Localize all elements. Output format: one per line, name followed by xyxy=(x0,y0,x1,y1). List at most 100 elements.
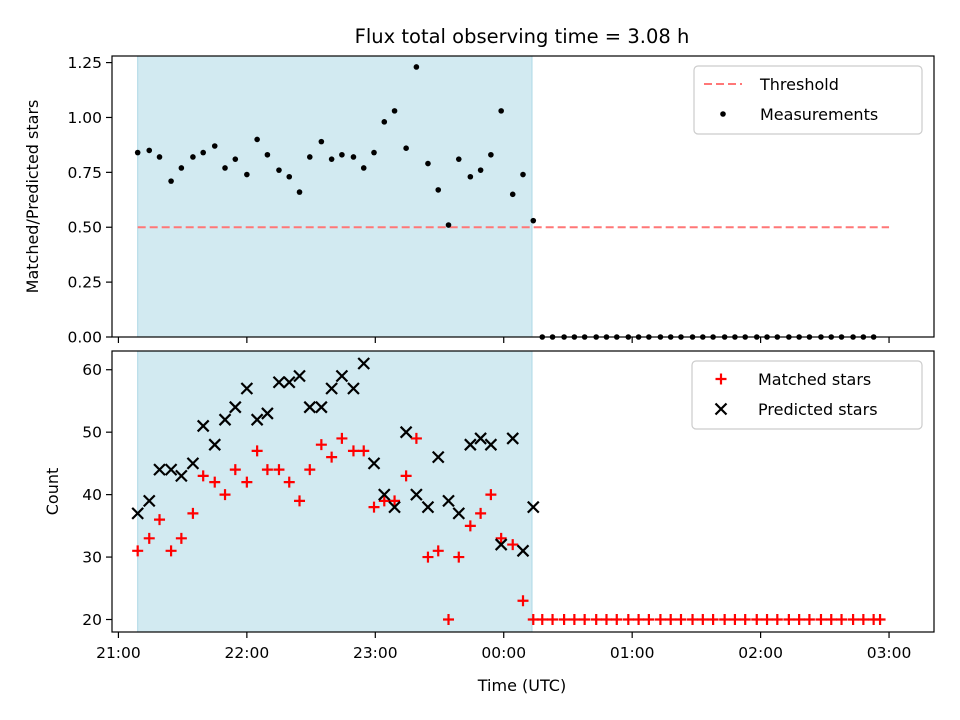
predicted-star-point xyxy=(186,457,200,470)
predicted-star-point xyxy=(516,544,530,558)
x-tick-label: 02:00 xyxy=(738,644,783,662)
predicted-star-point xyxy=(175,469,188,483)
x-tick-label: 21:00 xyxy=(96,644,141,662)
measurement-point xyxy=(222,165,228,171)
matched-star-point xyxy=(422,551,434,563)
matched-star-point xyxy=(432,545,444,557)
matched-star-point xyxy=(283,476,295,488)
matched-star-point xyxy=(654,614,666,626)
matched-star-point xyxy=(197,470,209,482)
measurement-point xyxy=(178,165,185,171)
predicted-star-point xyxy=(357,357,371,370)
measurement-point xyxy=(134,149,141,156)
matched-star-point xyxy=(707,614,719,626)
matched-star-point xyxy=(825,614,837,626)
legend-predicted-swatch xyxy=(714,402,728,416)
matched-star-point xyxy=(687,614,699,626)
matched-star-point xyxy=(600,614,612,626)
matched-star-point xyxy=(568,614,580,626)
measurement-point xyxy=(509,191,516,198)
matched-star-point xyxy=(857,614,869,626)
predicted-star-point xyxy=(293,369,306,383)
measurement-point xyxy=(200,149,206,156)
matched-star-point xyxy=(358,445,370,457)
predicted-star-point xyxy=(378,488,391,501)
measurement-point xyxy=(318,138,325,145)
measurement-point xyxy=(296,189,303,195)
predicted-star-point xyxy=(410,488,423,501)
legend-label-predicted: Predicted stars xyxy=(758,400,878,419)
measurement-point xyxy=(146,147,153,154)
predicted-star-point xyxy=(229,400,242,414)
matched-star-point xyxy=(643,614,655,626)
matched-star-point xyxy=(633,614,645,626)
legend-matched-swatch xyxy=(715,373,727,385)
predicted-star-point xyxy=(261,407,274,420)
matched-star-point xyxy=(579,614,591,626)
matched-star-point xyxy=(389,495,401,507)
y-axis-label: Count xyxy=(43,468,62,516)
y-tick-label: 50 xyxy=(82,424,102,442)
ratio-legend: Threshold Measurements xyxy=(693,65,923,135)
predicted-star-point xyxy=(142,494,156,508)
y-tick-label: 20 xyxy=(82,611,102,629)
predicted-star-point xyxy=(240,382,254,395)
y-tick-label: 0.50 xyxy=(67,219,102,237)
matched-star-point xyxy=(771,614,783,626)
y-tick-label: 0.25 xyxy=(67,274,102,292)
predicted-star-point xyxy=(452,507,466,520)
matched-star-point xyxy=(475,507,487,519)
matched-star-point xyxy=(410,432,422,444)
measurement-point xyxy=(391,108,398,114)
predicted-star-point xyxy=(421,500,435,514)
predicted-star-point xyxy=(153,463,166,476)
x-tick-label: 01:00 xyxy=(610,644,655,662)
measurement-point xyxy=(254,136,260,143)
legend-box xyxy=(693,65,923,135)
count-legend: Matched stars Predicted stars xyxy=(691,360,923,430)
matched-star-point xyxy=(665,614,677,626)
count-panel: 20 30 40 50 60 Count 21:00 22:00 23:00 00:00 01:00… xyxy=(43,350,935,662)
predicted-star-point xyxy=(208,438,222,451)
measurement-point xyxy=(306,154,313,160)
legend-box xyxy=(691,360,923,430)
predicted-star-point xyxy=(282,375,296,389)
matched-star-point xyxy=(697,614,709,626)
matched-star-point xyxy=(751,614,763,626)
predicted-star-point xyxy=(164,463,178,476)
matched-star-point xyxy=(251,445,263,457)
legend-label-threshold: Threshold xyxy=(759,75,839,94)
measurement-point xyxy=(498,108,504,114)
measurement-point xyxy=(339,151,345,158)
predicted-star-point xyxy=(218,413,232,426)
measurement-point xyxy=(403,145,409,152)
predicted-star-point xyxy=(431,450,445,464)
x-tick-label: 22:00 xyxy=(225,644,270,662)
predicted-star-point xyxy=(272,375,286,389)
matched-star-point xyxy=(815,614,827,626)
predicted-star-point xyxy=(506,432,520,445)
measurement-point xyxy=(455,156,462,162)
matched-star-point xyxy=(464,520,476,532)
matched-star-point xyxy=(675,614,687,626)
matched-star-point xyxy=(241,476,253,488)
matched-star-point xyxy=(229,464,241,476)
matched-star-point xyxy=(209,476,221,488)
matched-star-point xyxy=(304,464,316,476)
measurement-point xyxy=(425,160,431,167)
matched-star-point xyxy=(154,514,166,526)
matched-star-point xyxy=(143,532,155,544)
matched-star-point xyxy=(400,470,412,482)
measurement-point xyxy=(467,173,474,180)
matched-star-point xyxy=(836,614,848,626)
predicted-star-point xyxy=(484,438,498,451)
matched-star-point xyxy=(739,614,751,626)
legend-measurements-swatch xyxy=(720,111,726,117)
measurement-point xyxy=(435,187,442,193)
ratio-panel: 0.00 0.25 0.50 0.75 1.00 1.25 Matched/Predicte… xyxy=(23,54,935,347)
predicted-star-point xyxy=(250,413,264,426)
measurement-point xyxy=(328,156,335,162)
predicted-star-point xyxy=(474,432,487,445)
matched-star-point xyxy=(443,614,455,626)
